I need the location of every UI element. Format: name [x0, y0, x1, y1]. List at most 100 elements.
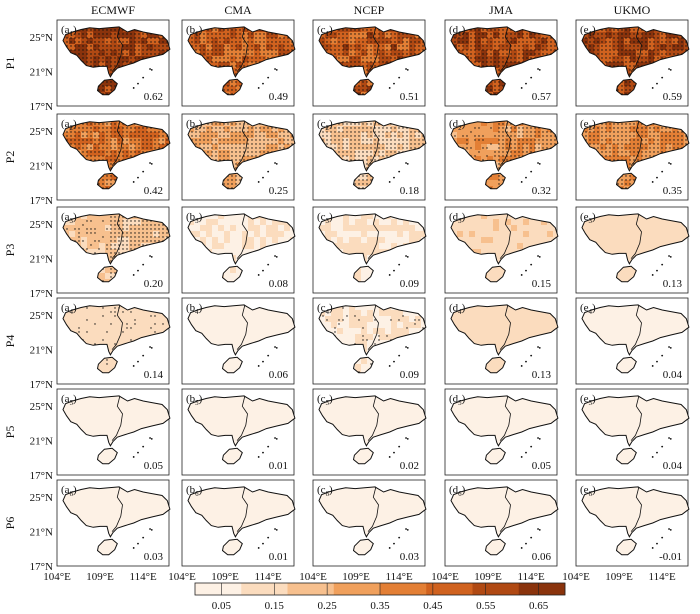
panel-label: (a6)	[61, 484, 77, 498]
islet-marker	[651, 547, 654, 549]
islet-marker	[257, 181, 260, 183]
map-panel: (c2) 0.18	[312, 113, 427, 201]
map-panel: (d6) 0.06	[444, 479, 559, 567]
region-outline	[62, 120, 171, 172]
islet-marker	[530, 170, 533, 173]
skill-value: 0.04	[663, 460, 683, 472]
islet-marker	[520, 365, 523, 367]
island-outline	[221, 447, 243, 465]
islet-marker	[661, 170, 664, 173]
islet-marker	[275, 346, 278, 349]
islet-marker	[132, 547, 135, 549]
islet-marker	[132, 274, 135, 276]
islet-marker	[405, 437, 407, 439]
province-border	[499, 120, 511, 166]
islet-marker	[520, 274, 523, 276]
islet-marker	[137, 269, 139, 272]
islet-marker	[661, 263, 664, 266]
map-panel: (b3) 0.08	[181, 206, 296, 294]
islet-marker	[393, 176, 395, 179]
islet-marker	[274, 528, 276, 530]
colorbar-tick-label: 0.35	[370, 600, 390, 612]
skill-value: 0.03	[144, 551, 164, 563]
island-outline	[221, 356, 243, 374]
island-outline	[484, 78, 506, 96]
panel-label: (d3)	[449, 211, 466, 225]
islet-marker	[149, 255, 151, 257]
islet-marker	[530, 445, 533, 448]
skill-value: 0.18	[400, 185, 420, 197]
islet-marker	[668, 68, 670, 70]
islet-marker	[275, 255, 278, 258]
region-outline	[62, 213, 171, 265]
region-outline	[581, 304, 690, 356]
islet-marker	[267, 76, 270, 79]
islet-marker	[393, 360, 395, 363]
island-outline	[615, 78, 637, 96]
lat-tick-label: 25°N	[30, 492, 53, 504]
islet-marker	[149, 346, 151, 348]
lat-tick-label: 17°N	[30, 101, 53, 113]
lon-tick-label: 104°E	[299, 571, 327, 583]
colorbar-tick-label: 0.25	[318, 600, 338, 612]
map-panel: (a3) 0.20	[56, 206, 171, 294]
islet-marker	[538, 162, 541, 165]
islet-marker	[406, 528, 409, 531]
lat-tick-label: 21°N	[30, 67, 53, 79]
skill-value: 0.05	[532, 460, 552, 472]
map-panel: (d4) 0.13	[444, 297, 559, 385]
province-border	[111, 120, 123, 166]
region-outline	[187, 395, 296, 447]
colorbar: 0.05 0.15 0.25 0.35 0.45 0.55 0.65	[194, 582, 566, 612]
colorbar-tick-label: 0.05	[212, 600, 232, 612]
island-outline	[221, 172, 243, 190]
islet-marker	[656, 360, 658, 363]
panel-label: (d5)	[449, 393, 466, 407]
map-panel: (d1) 0.57	[444, 19, 559, 107]
island-outline	[352, 356, 374, 374]
period-label: P1	[3, 57, 17, 70]
islet-marker	[275, 528, 278, 531]
skill-value: -0.01	[659, 551, 682, 563]
panel-label: (b3)	[186, 211, 203, 225]
colorbar-tick-label: 0.65	[529, 600, 549, 612]
islet-marker	[406, 162, 409, 165]
islet-marker	[393, 269, 395, 272]
islet-marker	[142, 263, 145, 266]
region-outline	[62, 304, 171, 356]
panel-label: (d1)	[449, 24, 466, 38]
islet-marker	[668, 162, 670, 164]
map-panel: (c5) 0.02	[312, 388, 427, 476]
region-outline	[581, 395, 690, 447]
panel-label: (d2)	[449, 118, 466, 132]
skill-value: 0.08	[269, 278, 289, 290]
lat-tick-label: 21°N	[30, 254, 53, 266]
islet-marker	[537, 255, 539, 257]
lat-tick-label: 21°N	[30, 161, 53, 173]
islet-marker	[137, 542, 139, 545]
map-panel: (e2) 0.35	[575, 113, 690, 201]
islet-marker	[520, 181, 523, 183]
province-border	[111, 395, 123, 441]
panel-label: (e3)	[580, 211, 596, 225]
province-border	[367, 304, 379, 350]
region-outline	[62, 395, 171, 447]
skill-value: 0.09	[400, 369, 420, 381]
islet-marker	[538, 346, 541, 349]
island-outline	[352, 78, 374, 96]
islet-marker	[262, 360, 264, 363]
islet-marker	[661, 76, 664, 79]
region-outline	[318, 395, 427, 447]
lat-tick-label: 25°N	[30, 126, 53, 138]
islet-marker	[262, 451, 264, 454]
skill-value: 0.35	[663, 185, 683, 197]
islet-marker	[668, 255, 670, 257]
skill-value: 0.09	[400, 278, 420, 290]
island-outline	[221, 78, 243, 96]
province-border	[499, 486, 511, 532]
islet-marker	[257, 547, 260, 549]
lat-tick-label: 17°N	[30, 288, 53, 300]
province-border	[630, 213, 642, 259]
map-panel: (a2) 0.42	[56, 113, 171, 201]
